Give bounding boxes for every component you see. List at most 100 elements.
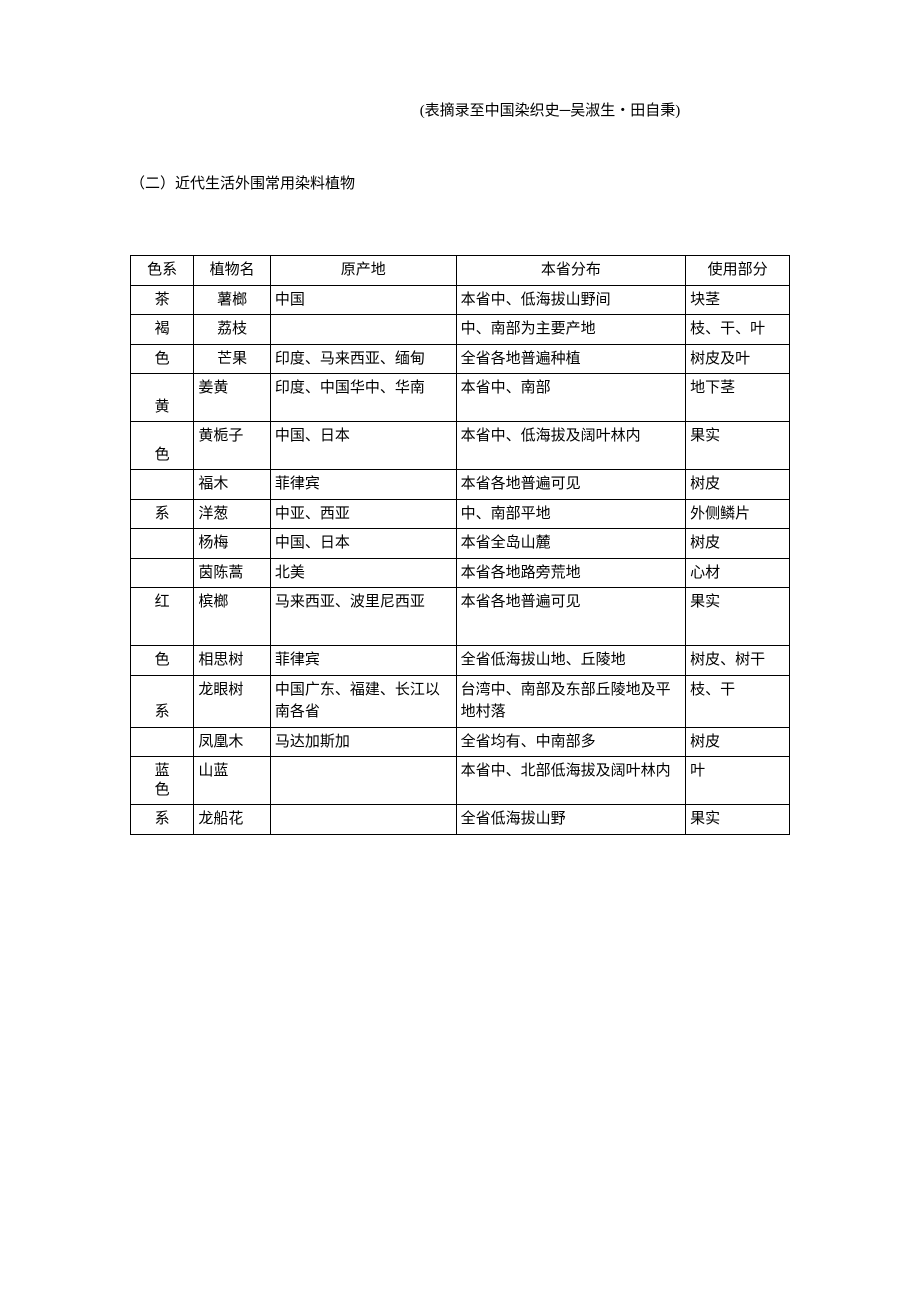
table-row: 系龙眼树中国广东、福建、长江以南各省台湾中、南部及东部丘陵地及平地村落枝、干 — [131, 675, 790, 727]
cell-part: 叶 — [686, 757, 790, 805]
cell-plant: 杨梅 — [194, 529, 271, 559]
cell-distribution: 全省各地普遍种植 — [456, 344, 686, 374]
cell-origin: 中国、日本 — [270, 422, 456, 470]
cell-distribution: 台湾中、南部及东部丘陵地及平地村落 — [456, 675, 686, 727]
cell-plant: 黄栀子 — [194, 422, 271, 470]
cell-plant: 山蓝 — [194, 757, 271, 805]
cell-part: 树皮 — [686, 470, 790, 500]
cell-distribution: 全省低海拔山地、丘陵地 — [456, 646, 686, 676]
cell-origin: 北美 — [270, 558, 456, 588]
cell-part: 块茎 — [686, 285, 790, 315]
cell-color — [131, 727, 194, 757]
cell-part: 树皮 — [686, 727, 790, 757]
header-origin: 原产地 — [270, 256, 456, 286]
cell-color: 蓝色 — [131, 757, 194, 805]
cell-color: 系 — [131, 675, 194, 727]
cell-origin: 印度、中国华中、华南 — [270, 374, 456, 422]
cell-distribution: 本省各地普遍可见 — [456, 470, 686, 500]
cell-part: 果实 — [686, 805, 790, 835]
cell-origin: 中国 — [270, 285, 456, 315]
cell-color: 红 — [131, 588, 194, 646]
cell-part: 树皮 — [686, 529, 790, 559]
table-row: 红槟榔马来西亚、波里尼西亚本省各地普遍可见果实 — [131, 588, 790, 646]
cell-part: 树皮及叶 — [686, 344, 790, 374]
cell-color: 黄 — [131, 374, 194, 422]
cell-color: 色 — [131, 422, 194, 470]
cell-color: 褐 — [131, 315, 194, 345]
table-row: 茶薯榔中国本省中、低海拔山野间块茎 — [131, 285, 790, 315]
cell-distribution: 本省各地路旁荒地 — [456, 558, 686, 588]
cell-origin: 中亚、西亚 — [270, 499, 456, 529]
table-row: 色相思树菲律宾全省低海拔山地、丘陵地树皮、树干 — [131, 646, 790, 676]
cell-part: 心材 — [686, 558, 790, 588]
cell-origin — [270, 805, 456, 835]
cell-color: 色 — [131, 646, 194, 676]
cell-origin: 马来西亚、波里尼西亚 — [270, 588, 456, 646]
cell-part: 枝、干、叶 — [686, 315, 790, 345]
cell-origin: 菲律宾 — [270, 470, 456, 500]
cell-part: 树皮、树干 — [686, 646, 790, 676]
cell-distribution: 本省中、低海拔山野间 — [456, 285, 686, 315]
cell-plant: 姜黄 — [194, 374, 271, 422]
cell-origin: 印度、马来西亚、缅甸 — [270, 344, 456, 374]
cell-distribution: 全省低海拔山野 — [456, 805, 686, 835]
cell-color: 茶 — [131, 285, 194, 315]
cell-origin: 菲律宾 — [270, 646, 456, 676]
table-row: 褐荔枝 中、南部为主要产地枝、干、叶 — [131, 315, 790, 345]
cell-plant: 龙眼树 — [194, 675, 271, 727]
table-header-row: 色系 植物名 原产地 本省分布 使用部分 — [131, 256, 790, 286]
header-color: 色系 — [131, 256, 194, 286]
table-row: 系龙船花 全省低海拔山野果实 — [131, 805, 790, 835]
cell-distribution: 本省全岛山麓 — [456, 529, 686, 559]
table-row: 凤凰木马达加斯加全省均有、中南部多树皮 — [131, 727, 790, 757]
cell-color: 系 — [131, 805, 194, 835]
cell-origin: 中国、日本 — [270, 529, 456, 559]
header-distribution: 本省分布 — [456, 256, 686, 286]
section-heading: （二）近代生活外围常用染料植物 — [130, 173, 790, 196]
cell-distribution: 本省中、北部低海拔及阔叶林内 — [456, 757, 686, 805]
cell-distribution: 本省各地普遍可见 — [456, 588, 686, 646]
cell-part: 地下茎 — [686, 374, 790, 422]
cell-color: 系 — [131, 499, 194, 529]
table-row: 茵陈蒿北美本省各地路旁荒地心材 — [131, 558, 790, 588]
table-row: 黄姜黄印度、中国华中、华南本省中、南部地下茎 — [131, 374, 790, 422]
table-row: 蓝色山蓝 本省中、北部低海拔及阔叶林内叶 — [131, 757, 790, 805]
cell-color — [131, 558, 194, 588]
cell-plant: 芒果 — [194, 344, 271, 374]
cell-distribution: 中、南部为主要产地 — [456, 315, 686, 345]
cell-plant: 洋葱 — [194, 499, 271, 529]
table-body: 茶薯榔中国本省中、低海拔山野间块茎褐荔枝中、南部为主要产地枝、干、叶色芒果印度、… — [131, 285, 790, 834]
cell-part: 外侧鳞片 — [686, 499, 790, 529]
cell-color: 色 — [131, 344, 194, 374]
cell-distribution: 全省均有、中南部多 — [456, 727, 686, 757]
cell-origin: 中国广东、福建、长江以南各省 — [270, 675, 456, 727]
cell-color — [131, 470, 194, 500]
cell-origin — [270, 757, 456, 805]
cell-part: 果实 — [686, 588, 790, 646]
cell-distribution: 本省中、南部 — [456, 374, 686, 422]
cell-plant: 槟榔 — [194, 588, 271, 646]
dye-plants-table: 色系 植物名 原产地 本省分布 使用部分 茶薯榔中国本省中、低海拔山野间块茎褐荔… — [130, 255, 790, 835]
header-part: 使用部分 — [686, 256, 790, 286]
cell-plant: 龙船花 — [194, 805, 271, 835]
table-row: 福木菲律宾本省各地普遍可见树皮 — [131, 470, 790, 500]
cell-origin — [270, 315, 456, 345]
cell-part: 果实 — [686, 422, 790, 470]
cell-plant: 福木 — [194, 470, 271, 500]
cell-plant: 茵陈蒿 — [194, 558, 271, 588]
cell-distribution: 中、南部平地 — [456, 499, 686, 529]
cell-plant: 薯榔 — [194, 285, 271, 315]
cell-plant: 凤凰木 — [194, 727, 271, 757]
cell-origin: 马达加斯加 — [270, 727, 456, 757]
table-row: 杨梅中国、日本本省全岛山麓树皮 — [131, 529, 790, 559]
table-row: 色黄栀子中国、日本本省中、低海拔及阔叶林内果实 — [131, 422, 790, 470]
cell-plant: 荔枝 — [194, 315, 271, 345]
table-row: 色芒果印度、马来西亚、缅甸全省各地普遍种植树皮及叶 — [131, 344, 790, 374]
cell-plant: 相思树 — [194, 646, 271, 676]
source-note: (表摘录至中国染织史─吴淑生・田自秉) — [310, 100, 790, 123]
cell-distribution: 本省中、低海拔及阔叶林内 — [456, 422, 686, 470]
header-plant: 植物名 — [194, 256, 271, 286]
cell-color — [131, 529, 194, 559]
cell-part: 枝、干 — [686, 675, 790, 727]
table-row: 系洋葱中亚、西亚中、南部平地外侧鳞片 — [131, 499, 790, 529]
